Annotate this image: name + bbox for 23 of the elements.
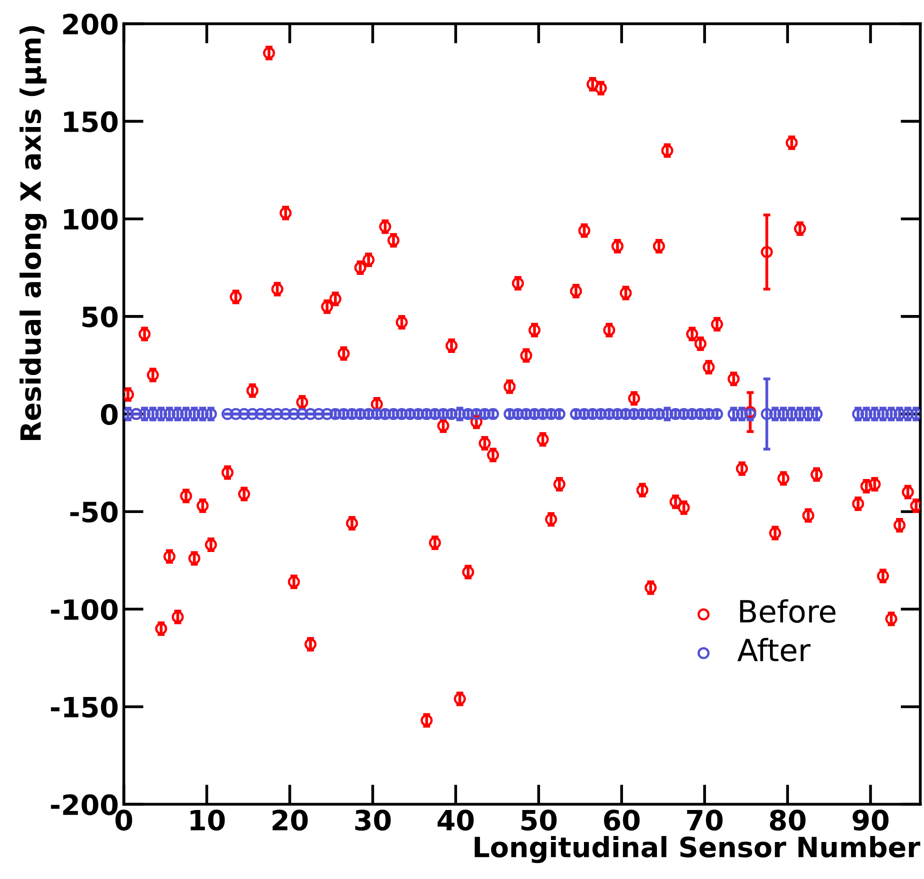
x-tick-label: 80 [770,810,806,831]
y-tick-label: -50 [70,502,118,523]
y-tick-label: -100 [50,599,118,620]
y-tick-label: 50 [82,306,118,328]
x-axis-title: Longitudinal Sensor Number [474,836,920,864]
y-tick-label: 100 [64,208,118,230]
legend-label: Before [740,599,836,623]
y-tick-label: 150 [64,111,118,132]
x-tick-label: 0 [115,810,132,831]
x-tick-label: 10 [190,810,225,831]
legend-label: After [737,638,811,662]
y-tick-label: 0 [100,404,118,425]
x-tick-label: 40 [438,810,474,831]
x-tick-label: 70 [687,810,723,831]
x-tick-label: 30 [355,810,391,831]
y-tick-label: 200 [63,14,118,35]
x-tick-label: 20 [272,810,308,831]
y-tick-label: -200 [50,794,118,816]
y-tick-label: -150 [50,696,118,718]
x-tick-label: 90 [852,810,889,831]
y-axis-title: Residual along X axis (μm) [20,26,47,440]
x-tick-label: 50 [521,810,557,831]
x-tick-label: 60 [604,810,640,831]
